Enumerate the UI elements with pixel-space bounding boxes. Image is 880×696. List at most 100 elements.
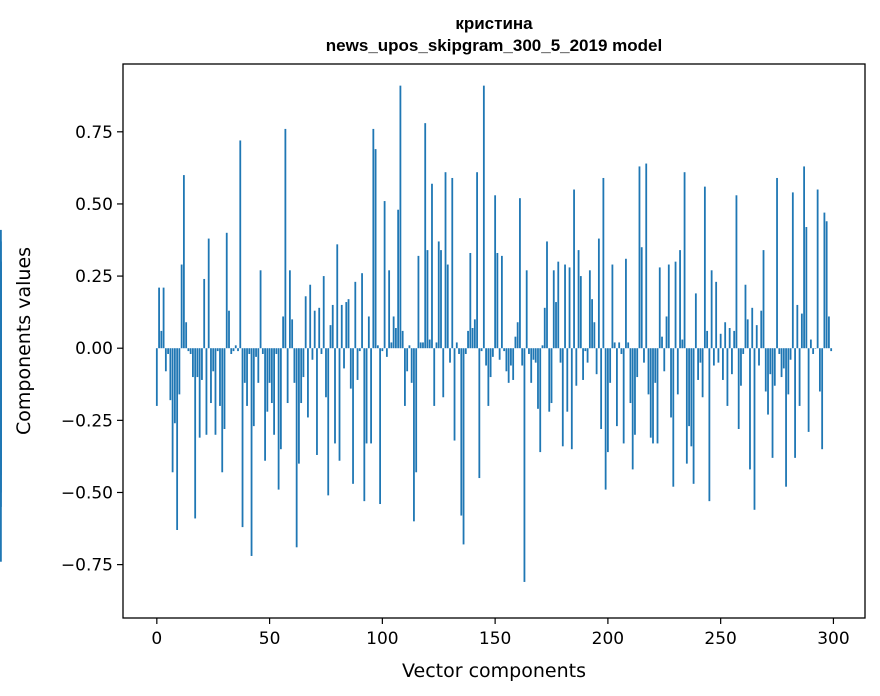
bar-254 [728,328,731,349]
bar-258 [737,348,740,429]
bar-159 [514,336,517,349]
bar-18 [196,348,199,378]
bar-261 [744,284,747,349]
bar-163 [523,348,526,582]
bar-93 [365,348,368,444]
bar-237 [690,348,693,447]
bar-158 [512,348,515,380]
bar-190 [584,348,587,352]
bar-269 [762,250,765,349]
bar-67 [307,348,309,418]
bar-221 [654,348,657,383]
x-tick-label: 100 [366,629,398,649]
bar-83 [343,348,345,369]
bar-117 [419,342,422,349]
bar-21 [203,278,206,349]
bar-150 [494,195,497,349]
bar-136 [462,348,465,545]
bar-198 [602,177,605,349]
x-axis-ticks: 0 50 100 150 200 250 300 [151,618,850,649]
bar-100 [381,348,384,352]
bar-52 [273,348,275,435]
bar-156 [507,348,510,383]
bar-76 [327,348,330,496]
bar-173 [546,241,548,349]
bar-33 [230,348,233,354]
bar-149 [491,348,494,357]
bar-70 [313,310,316,349]
bar-257 [735,195,738,349]
bar-172 [543,307,546,349]
bar-288 [805,227,808,349]
bar-51 [270,348,273,404]
bar-121 [428,339,431,349]
bar-202 [611,264,614,349]
bar-203 [613,342,616,349]
bar-265 [753,348,756,510]
bar-25 [212,348,215,372]
bar-16 [192,348,194,378]
bar-26 [214,348,217,435]
bar-35 [234,345,237,349]
bar-251 [722,348,724,380]
bar-179 [559,348,562,363]
bar-262 [746,319,749,349]
bar-59 [288,270,291,349]
bar-undefined [0,348,2,357]
bar-112 [408,345,411,349]
bar-211 [631,348,634,470]
bar-151 [496,252,499,349]
bar-77 [329,325,332,349]
bar-154 [503,348,506,352]
bar-65 [302,348,305,378]
bar-207 [622,348,625,444]
bar-140 [471,328,474,349]
bar-108 [399,85,402,349]
bar-41 [248,348,251,354]
bar-27 [216,348,219,352]
bar-235 [685,348,688,464]
bar-165 [528,348,530,354]
plot-frame [122,63,866,619]
bar-242 [701,348,704,398]
chart-title-line1: кристина [455,14,533,33]
bar-6 [169,348,172,401]
bar-188 [579,276,582,349]
bar-37 [239,140,242,349]
bar-248 [715,281,718,349]
bar-236 [688,348,690,427]
bar-87 [352,348,354,484]
bar-260 [742,348,745,354]
bar-279 [785,348,787,487]
bar-48 [264,348,266,461]
bar-194 [593,322,596,349]
bar-222 [656,348,659,444]
bar-22 [205,348,208,435]
bar-66 [304,296,307,349]
bar-124 [435,342,438,349]
bar-226 [665,316,668,349]
bar-170 [539,348,542,453]
bar-220 [652,348,654,444]
bar-182 [566,348,569,412]
bar-56 [282,316,285,349]
bar-142 [476,172,478,349]
bar-168 [534,348,537,363]
bar-113 [410,348,413,383]
bar-55 [279,348,282,450]
bar-90 [358,348,361,352]
bar-286 [800,313,803,349]
bar-162 [521,348,524,366]
bar-148 [489,348,492,378]
bar-160 [516,322,519,349]
bar-281 [789,348,792,360]
bar-92 [363,348,366,502]
bar-135 [460,348,463,516]
bar-29 [221,348,224,473]
bar-229 [672,348,675,487]
bar-23 [207,238,210,349]
bar-157 [510,348,512,366]
bar-283 [794,348,796,458]
bar-3 [162,287,165,349]
bar-20 [201,348,203,380]
